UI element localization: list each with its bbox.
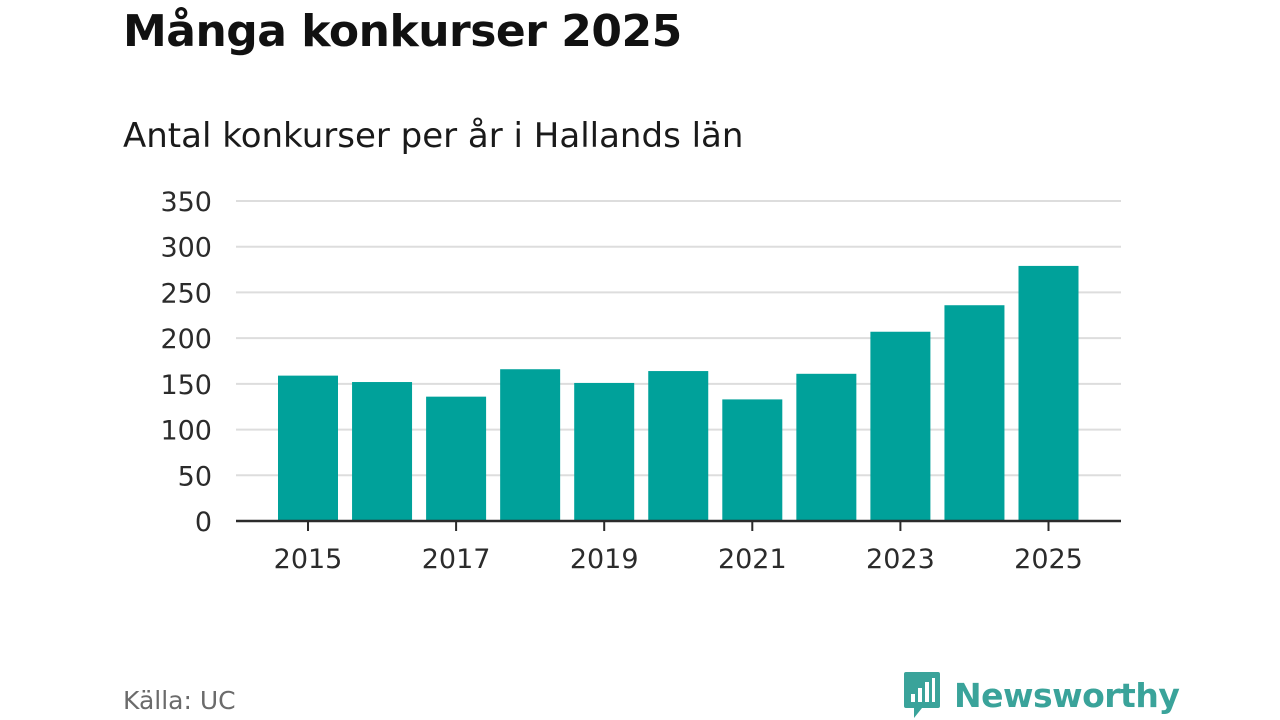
source-note: Källa: UC — [123, 686, 236, 715]
chart-title: Många konkurser 2025 — [123, 6, 682, 57]
bar-2016 — [352, 382, 413, 521]
x-axis-ticks — [307, 521, 1050, 531]
bar-2024 — [944, 305, 1005, 521]
bars — [278, 265, 1079, 521]
x-tick-label: 2015 — [274, 544, 343, 575]
y-tick-label: 100 — [160, 416, 212, 447]
bar-2025 — [1018, 265, 1079, 521]
bar-2019 — [574, 382, 635, 521]
bar-2020 — [648, 371, 709, 521]
y-tick-label: 0 — [195, 507, 212, 538]
x-tick-label: 2023 — [866, 544, 935, 575]
brand-name: Newsworthy — [954, 675, 1180, 715]
y-tick-label: 200 — [160, 324, 212, 355]
bar-2018 — [500, 369, 561, 521]
x-tick-label: 2025 — [1014, 544, 1083, 575]
y-axis-labels: 0 50 100 150 200 250 300 350 — [160, 187, 212, 538]
bar-2023 — [870, 331, 931, 521]
brand-logo: Newsworthy — [902, 670, 1180, 720]
x-tick-label: 2019 — [570, 544, 639, 575]
x-tick-label: 2017 — [422, 544, 491, 575]
bar-2017 — [426, 396, 487, 521]
x-axis-labels: 2015 2017 2019 2021 2023 2025 — [274, 544, 1083, 575]
chart-subtitle: Antal konkurser per år i Hallands län — [123, 116, 744, 156]
y-tick-label: 350 — [160, 187, 212, 218]
y-tick-label: 250 — [160, 278, 212, 309]
bar-2021 — [722, 399, 783, 521]
y-tick-label: 300 — [160, 233, 212, 264]
bar-chart-speech-bubble-icon — [904, 672, 940, 718]
x-tick-label: 2021 — [718, 544, 787, 575]
bar-2022 — [796, 373, 857, 521]
y-tick-label: 50 — [178, 461, 212, 492]
y-tick-label: 150 — [160, 370, 212, 401]
bar-2015 — [278, 375, 338, 521]
